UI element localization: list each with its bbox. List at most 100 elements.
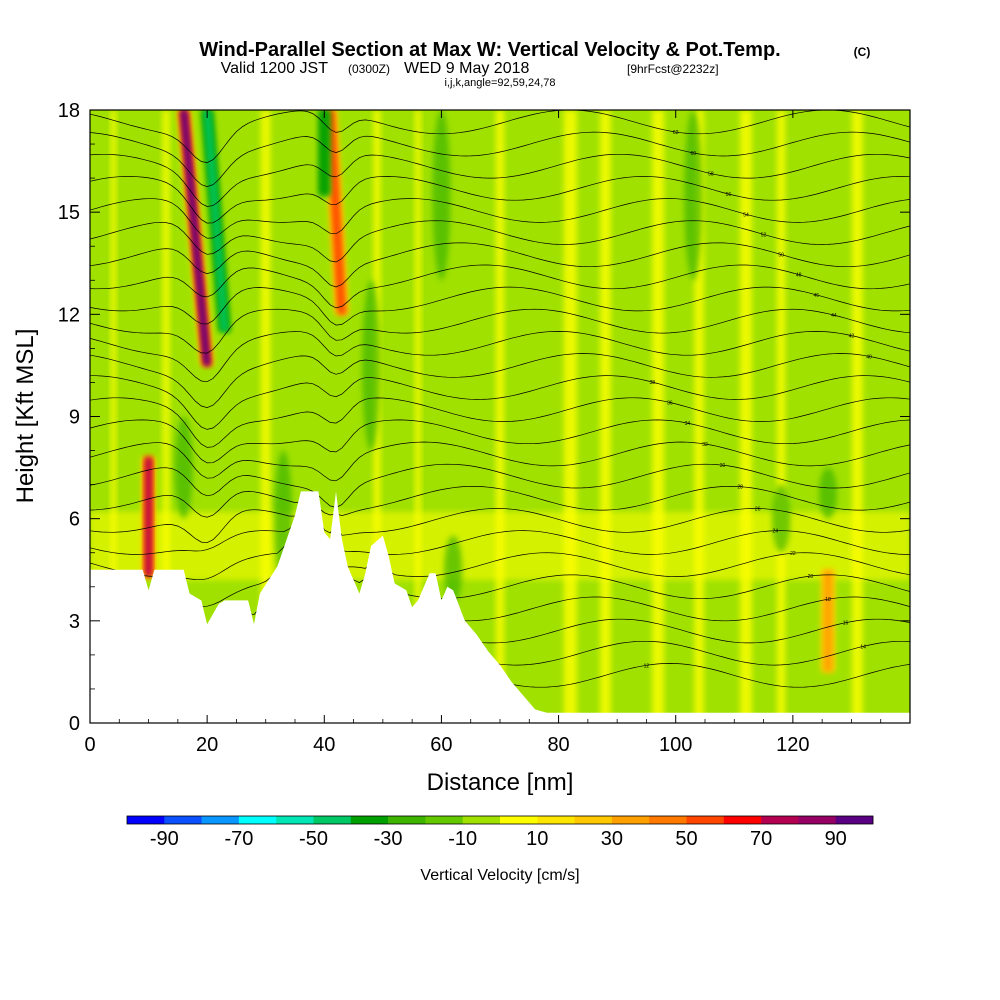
theta-contour-label: 46 <box>814 293 820 299</box>
theta-contour <box>90 463 910 508</box>
downdraft-column <box>318 110 331 196</box>
theta-contour <box>90 541 910 607</box>
theta-contour-label: 34 <box>685 421 691 427</box>
colorbar-swatch <box>649 816 687 824</box>
downdraft-level <box>319 110 330 196</box>
colorbar-tick-label: 90 <box>825 828 847 850</box>
colorbar-tick-label: -90 <box>150 828 179 850</box>
theta-contour <box>90 176 910 224</box>
theta-contour-label: 36 <box>667 400 673 406</box>
colorbar-swatch <box>500 816 538 824</box>
weak-updraft-stripe <box>110 110 117 723</box>
colorbar: -90 -70 -50 -30 -10 10 30 50 70 90 <box>126 815 874 850</box>
colorbar-tick-label: -50 <box>299 828 328 850</box>
theta-contour-label: 32 <box>702 442 708 448</box>
weak-updraft-stripe <box>652 110 665 723</box>
y-tick-label: 6 <box>69 509 80 531</box>
colorbar-swatch <box>127 816 165 824</box>
theta-contour <box>90 286 910 326</box>
theta-contour-label: 30 <box>720 463 726 469</box>
y-tick-label: 18 <box>58 100 80 122</box>
x-tick-label: 60 <box>430 734 452 756</box>
colorbar-label: Vertical Velocity [cm/s] <box>420 867 579 884</box>
theta-contour-label: 18 <box>825 597 831 603</box>
weak-updraft-stripe <box>563 110 577 723</box>
valid-time: Valid 1200 JST <box>221 60 329 77</box>
x-tick-label: 100 <box>659 734 692 756</box>
theta-contour-label: 54 <box>743 212 749 218</box>
theta-contour-label: 40 <box>866 354 872 360</box>
updraft-level <box>181 110 210 366</box>
theta-contour-label: 28 <box>737 485 743 491</box>
colorbar-swatch <box>425 816 463 824</box>
valid-zulu: (0300Z) <box>348 62 390 76</box>
colorbar-tick-label: -10 <box>448 828 477 850</box>
downdraft-streak <box>819 467 837 519</box>
downdraft-streak <box>174 416 193 519</box>
theta-contour <box>90 264 910 309</box>
theta-contour <box>90 198 910 239</box>
terrain-mask <box>90 491 910 723</box>
x-tick-label: 80 <box>547 734 569 756</box>
weak-updraft-stripe <box>260 110 271 723</box>
colorbar-swatch <box>313 816 352 824</box>
colorbar-frame <box>126 815 874 825</box>
updraft-level <box>822 569 834 672</box>
forecast-info: [9hrFcst@2232z] <box>627 62 719 76</box>
weak-updraft-stripe <box>600 110 611 723</box>
theta-contour-label: 42 <box>849 334 855 340</box>
theta-contour <box>90 527 910 581</box>
theta-contour <box>90 220 910 263</box>
theta-contour-label: 24 <box>773 529 779 535</box>
theta-contour-label: 48 <box>796 273 802 279</box>
theta-contour-label: 16 <box>843 621 849 627</box>
colorbar-tick-label: -70 <box>224 828 253 850</box>
theta-contour-label: 14 <box>860 644 866 650</box>
weak-updraft-stripe <box>851 110 863 723</box>
colorbar-tick-label: -30 <box>374 828 403 850</box>
theta-contour-label: 56 <box>726 192 732 198</box>
colorbar-swatch <box>350 816 389 824</box>
x-tick-label: 40 <box>313 734 335 756</box>
colorbar-swatch <box>761 816 799 824</box>
chart-title: Wind-Parallel Section at Max W: Vertical… <box>199 39 780 61</box>
theta-contour <box>90 131 910 187</box>
colorbar-swatch <box>574 816 613 824</box>
plot-area: 12 14 16 18 20 22 24 26 28 30 32 34 36 38 40 42 44 46 48 50… <box>90 110 910 723</box>
downdraft-streak <box>362 280 381 451</box>
theta-contour <box>90 419 910 464</box>
colorbar-swatch <box>276 816 314 824</box>
colorbar-swatch <box>686 816 725 824</box>
weak-updraft-stripe <box>694 110 704 723</box>
colorbar-swatch <box>611 816 650 824</box>
updraft-column <box>176 110 214 366</box>
x-tick-label: 0 <box>84 734 95 756</box>
theta-contour <box>90 397 910 448</box>
velocity-field <box>90 110 910 723</box>
theta-contour <box>90 485 910 518</box>
colorbar-swatch <box>835 816 874 824</box>
theta-contour <box>90 153 910 207</box>
colorbar-swatch <box>388 816 426 824</box>
colorbar-tick-label: 10 <box>526 828 548 850</box>
colorbar-swatch <box>798 816 836 824</box>
colorbar-tick-label: 50 <box>675 828 697 850</box>
y-axis-label: Height [Kft MSL] <box>12 329 39 504</box>
valid-date: WED 9 May 2018 <box>404 60 529 77</box>
updraft-level <box>326 110 346 315</box>
updraft-level <box>145 457 152 577</box>
theta-contour <box>90 508 910 544</box>
theta-contour <box>90 331 910 383</box>
colorbar-swatch <box>238 816 277 824</box>
downdraft-streak <box>444 535 463 604</box>
theta-contour <box>90 308 910 354</box>
theta-contour <box>90 110 910 163</box>
theta-contour-label: 58 <box>708 172 714 178</box>
theta-contour <box>90 441 910 482</box>
theta-contour <box>90 375 910 430</box>
theta-contour <box>90 353 910 408</box>
y-tick-label: 12 <box>58 304 80 326</box>
updraft-column <box>141 457 156 577</box>
